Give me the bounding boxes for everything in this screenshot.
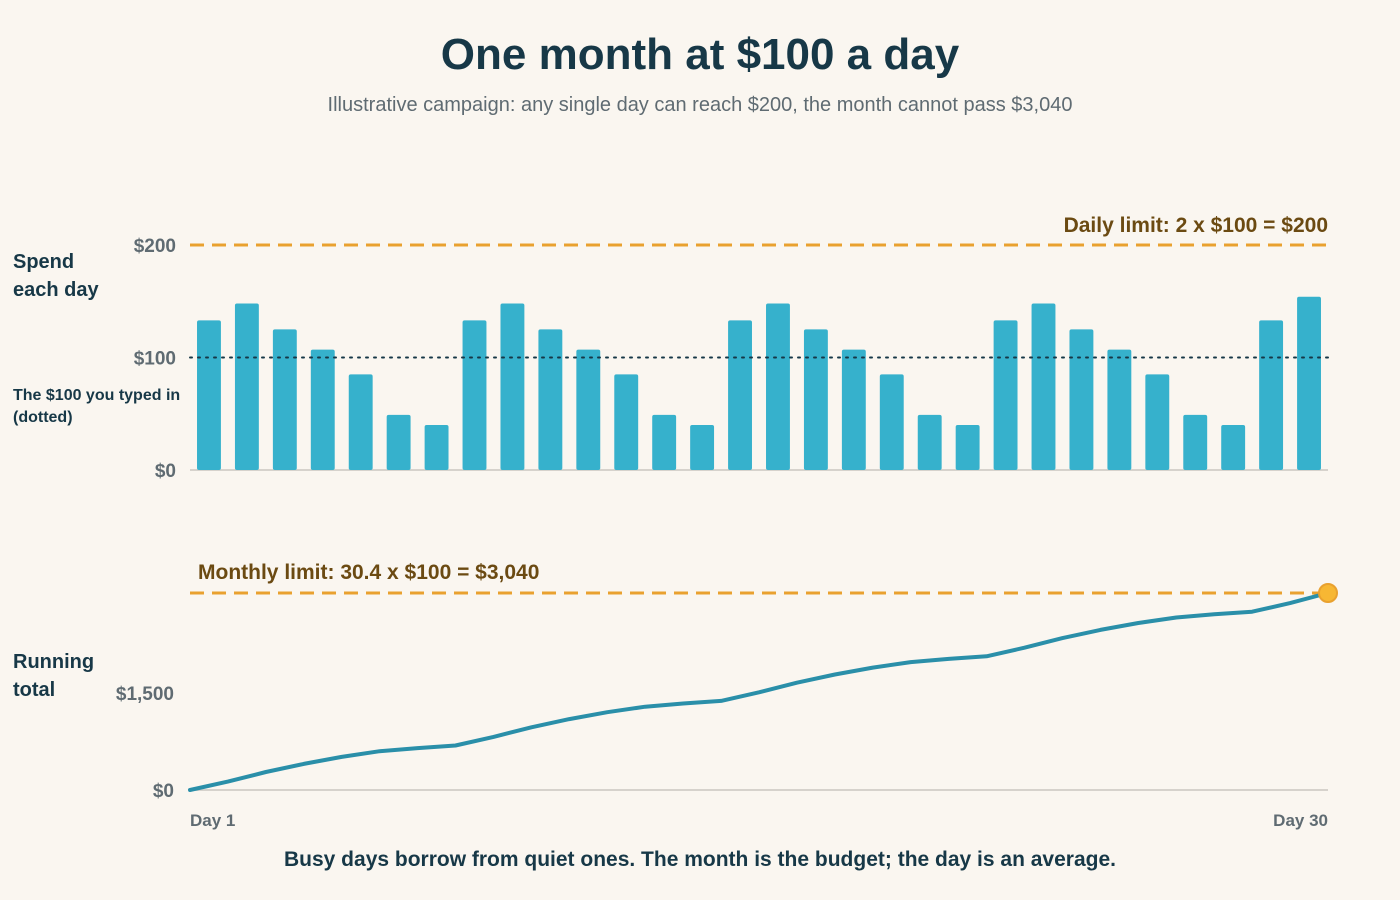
daily-bar — [462, 320, 487, 470]
daily-bar — [1221, 425, 1246, 470]
daily-bar — [1297, 296, 1321, 470]
running-total-line — [188, 591, 1330, 792]
daily-bar — [197, 320, 221, 470]
daily-bar — [500, 303, 525, 470]
daily-bar — [917, 414, 942, 470]
running-total-axis-label: Running total — [13, 651, 95, 701]
daily-bar — [576, 349, 601, 470]
daily-bar — [955, 425, 980, 470]
daily-bar — [1183, 414, 1208, 470]
daily-bar — [652, 414, 677, 470]
page-subtitle: Illustrative campaign: any single day ca… — [327, 94, 1073, 116]
daily-axis-label: Spend each day — [13, 251, 99, 301]
daily-bar — [310, 349, 335, 470]
daily-bar — [766, 303, 790, 470]
daily-y-tick-label: $200 — [134, 236, 176, 257]
daily-bar — [803, 329, 828, 470]
daily-bar — [424, 425, 449, 470]
daily-bar — [993, 320, 1018, 470]
daily-bar — [348, 374, 373, 470]
running-total-y-tick-label: $1,500 — [116, 684, 174, 705]
daily-bar — [1259, 320, 1284, 470]
daily-bar — [728, 320, 752, 470]
daily-bar — [386, 414, 411, 470]
daily-bar — [879, 374, 904, 470]
daily-y-tick-label: $0 — [155, 461, 176, 482]
daily-bar — [1031, 303, 1056, 470]
daily-bar — [614, 374, 639, 470]
daily-bar — [841, 349, 866, 470]
daily-bar — [1107, 349, 1132, 470]
footer-caption: Busy days borrow from quiet ones. The mo… — [284, 848, 1116, 871]
page-title: One month at $100 a day — [440, 30, 960, 79]
x-tick-label: Day 30 — [1273, 811, 1328, 830]
daily-limit-label: Daily limit: 2 x $100 = $200 — [1064, 214, 1328, 237]
month-end-marker — [1318, 583, 1338, 603]
monthly-limit-label: Monthly limit: 30.4 x $100 = $3,040 — [198, 561, 539, 584]
daily-bar — [1145, 374, 1170, 470]
daily-bar — [272, 329, 297, 470]
daily-bar — [234, 303, 259, 470]
daily-bar — [538, 329, 563, 470]
running-total-y-tick-label: $0 — [153, 781, 174, 802]
daily-y-tick-label: $100 — [134, 349, 176, 370]
daily-bar — [690, 425, 715, 470]
reference-line-note: The $100 you typed in (dotted) — [13, 387, 181, 426]
daily-bar — [1069, 329, 1094, 470]
x-tick-label: Day 1 — [190, 811, 235, 830]
